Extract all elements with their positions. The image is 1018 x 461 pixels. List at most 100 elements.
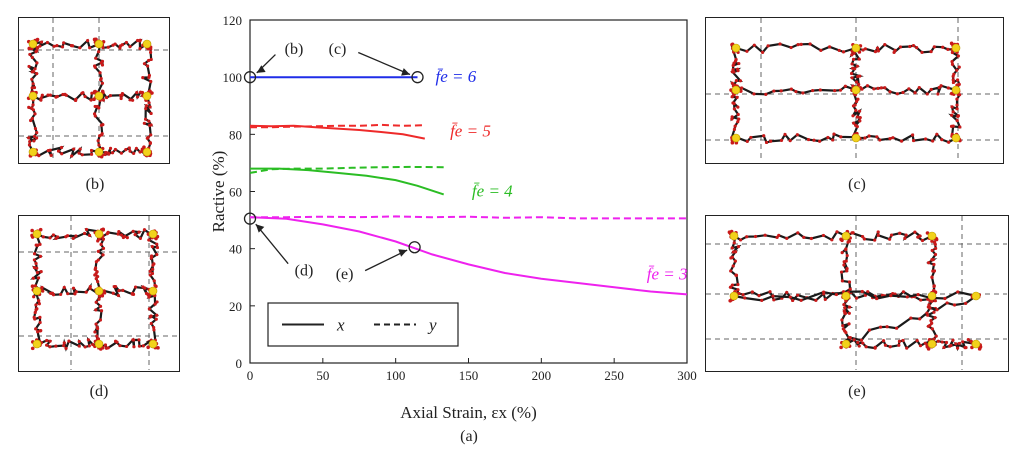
marker-label-b: (b) [285,41,304,58]
polymer-bead [873,50,878,54]
polymer-bead [915,339,919,343]
polymer-bead [730,140,735,145]
polymer-bead [93,330,97,334]
polymer-bead [857,109,862,113]
polymer-bead [150,91,154,95]
polymer-bead [939,84,943,88]
polymer-bead [881,339,886,343]
polymer-bead [99,242,103,246]
polymer-bead [33,284,38,288]
polymer-bead [901,338,905,343]
polymer-bead [734,273,739,277]
polymer-bead [49,153,53,157]
polymer-bead [97,297,101,301]
polymer-bead [730,283,735,287]
polymer-bead [831,138,835,142]
polymer-bead [913,91,917,95]
polymer-bead [955,68,959,72]
polymer-bead [857,344,861,348]
polymer-bead [905,346,909,350]
polymer-bead [736,245,741,249]
polymer-bead [855,64,859,68]
crosslink-node [32,229,42,239]
polymer-bead [951,338,955,342]
polymer-bead [34,136,39,140]
polymer-bead [764,92,768,96]
polymer-bead [913,230,917,234]
polymer-bead [796,231,800,235]
polymer-bead [56,149,61,153]
polymer-bead [35,37,40,42]
polymer-bead [839,345,843,350]
polymer-bead [35,45,40,50]
polymer-bead [149,50,153,54]
polymer-bead [729,269,733,273]
polymer-bead [730,81,734,85]
crosslink-node [28,39,38,49]
polymer-bead [30,346,35,351]
polymer-bead [86,39,90,43]
polymer-bead [812,138,816,142]
polymer-bead [898,45,903,49]
polymer-bead [843,306,847,310]
polymer-bead [100,293,105,298]
polymer-bead [83,345,87,349]
polymer-bead [888,137,892,141]
polymer-bead [142,62,147,66]
polymer-bead [35,307,39,311]
polymer-bead [119,96,123,101]
y-tick-label: 40 [229,242,242,257]
polymer-bead [62,41,66,45]
polymer-chain [733,230,847,242]
polymer-bead [854,296,859,300]
crosslink-node [951,85,961,95]
polymer-bead [149,133,153,137]
polymer-bead [155,252,159,257]
x-tick-label: 200 [532,368,552,383]
polymer-bead [147,307,151,311]
polymer-bead [99,309,104,313]
polymer-bead [873,345,877,349]
polymer-bead [818,88,822,92]
x-axis-label: Axial Strain, εx (%) [400,403,537,422]
polymer-bead [932,262,936,267]
polymer-bead [743,296,747,300]
y-tick-label: 120 [223,13,243,28]
polymer-bead [948,344,952,348]
crosslink-node [731,133,741,143]
polymer-bead [83,231,87,235]
y-tick-label: 100 [223,70,243,85]
marker-arrow-b [256,54,276,74]
polymer-bead [867,328,872,332]
polymer-bead [71,286,76,290]
polymer-bead [951,74,955,78]
marker-arrowhead-e [398,249,408,257]
polymer-bead [148,105,152,109]
polymer-bead [958,93,962,97]
polymer-bead [789,45,793,50]
polymer-bead [92,97,96,102]
polymer-bead [93,267,97,271]
polymer-bead [35,61,39,65]
polymer-bead [730,255,735,259]
polymer-bead [48,148,52,152]
polymer-bead [30,284,35,289]
polymer-bead [917,86,921,90]
polymer-bead [137,344,142,348]
x-tick-label: 300 [677,368,697,383]
polymer-bead [99,78,103,82]
polymer-bead [48,339,52,343]
polymer-bead [48,345,52,349]
crosslink-node [841,231,851,241]
polymer-bead [892,50,896,55]
polymer-bead [39,329,43,333]
polymer-bead [101,228,105,232]
polymer-bead [155,245,160,250]
polymer-bead [737,61,741,66]
polymer-bead [137,338,141,342]
polymer-bead [95,104,99,109]
polymer-bead [134,146,139,151]
polymer-bead [144,104,149,108]
polymer-bead [918,317,922,321]
polymer-bead [145,136,149,140]
